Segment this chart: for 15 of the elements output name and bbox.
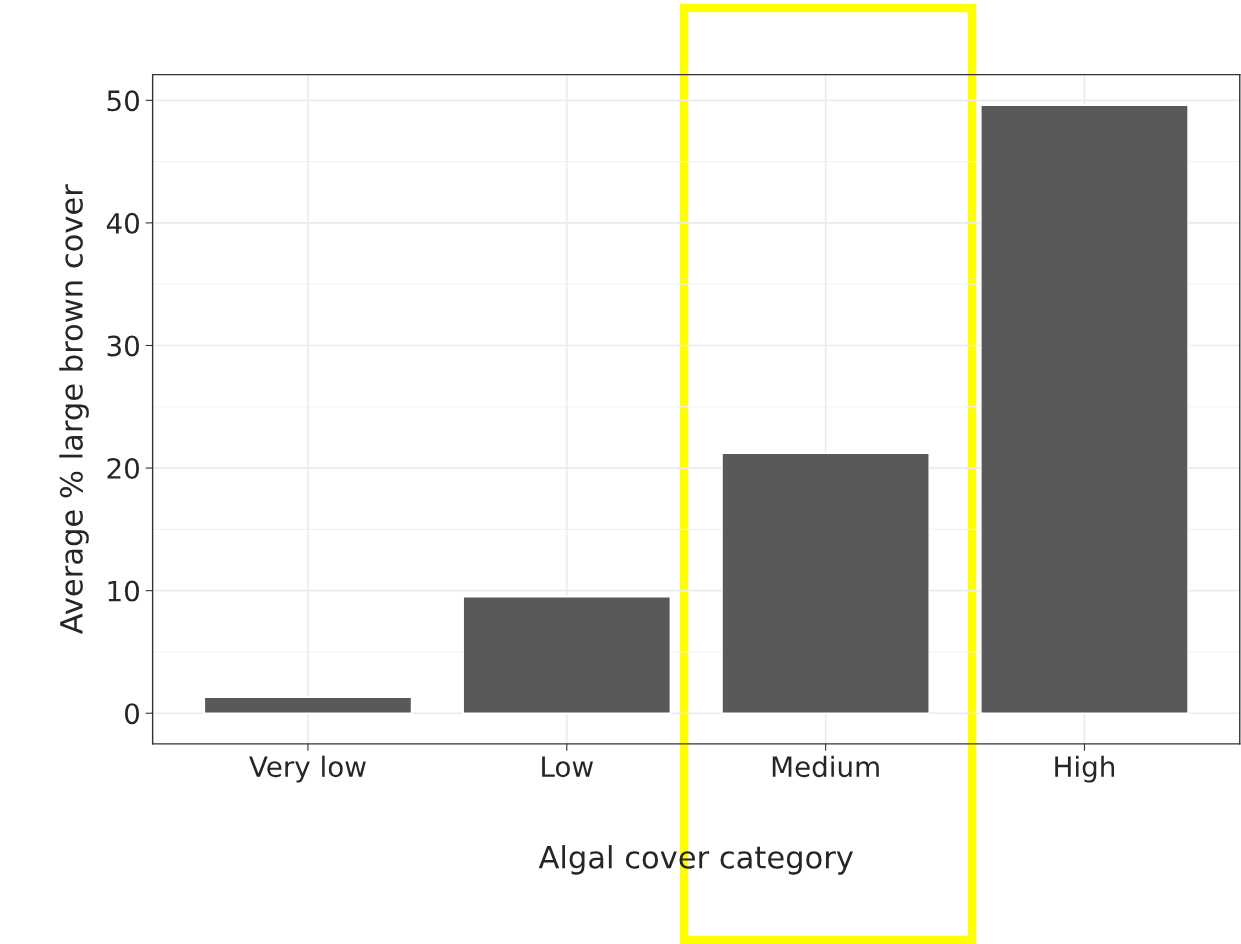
x-tick-label: Very low: [249, 755, 366, 783]
y-tick-label: 30: [107, 335, 139, 357]
y-tick-label: 10: [108, 580, 139, 602]
bar: [980, 104, 1189, 714]
y-tick-label: 40: [106, 212, 139, 234]
x-tick-label: Low: [542, 756, 593, 778]
bar: [721, 452, 930, 714]
bar: [203, 696, 413, 714]
x-tick-label: High: [1055, 755, 1115, 783]
y-axis-title: Average % large brown cover: [59, 184, 89, 635]
y-tick-label: 50: [107, 90, 139, 112]
y-tick-label: 0: [125, 703, 139, 725]
bar: [462, 596, 672, 714]
x-tick-label: Medium: [772, 755, 879, 778]
y-tick-label: 20: [107, 458, 139, 480]
